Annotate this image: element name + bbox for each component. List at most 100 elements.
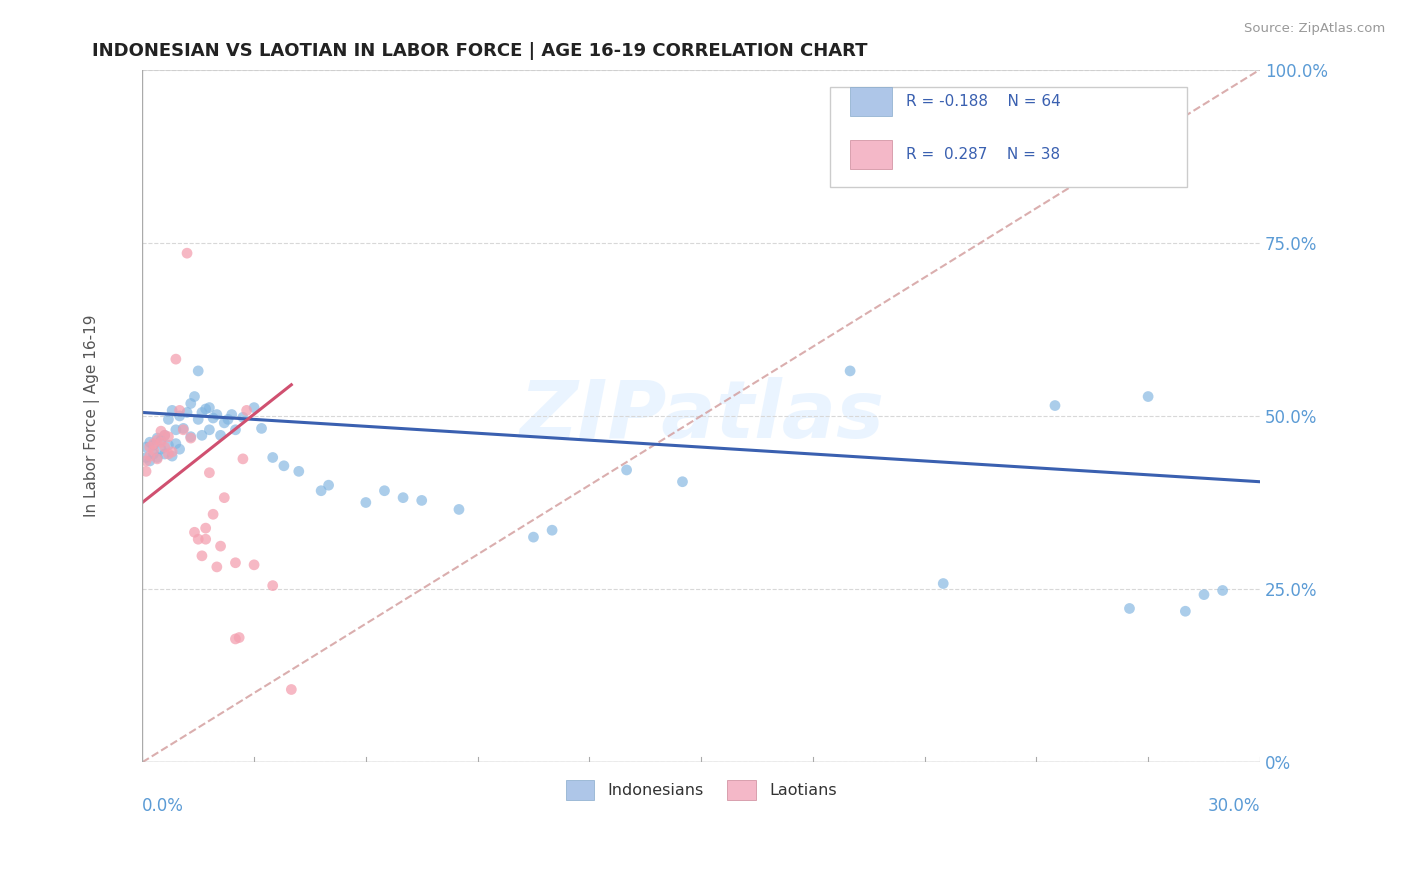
- Point: [172, 421, 194, 435]
- Point: [198, 423, 221, 437]
- Point: [187, 364, 209, 378]
- Text: INDONESIAN VS LAOTIAN IN LABOR FORCE | AGE 16-19 CORRELATION CHART: INDONESIAN VS LAOTIAN IN LABOR FORCE | A…: [91, 42, 868, 60]
- Bar: [849, 87, 893, 116]
- Point: [671, 475, 693, 489]
- Point: [232, 451, 254, 466]
- Point: [194, 521, 217, 535]
- Point: [232, 410, 254, 425]
- Point: [187, 532, 209, 546]
- Point: [616, 463, 638, 477]
- Point: [149, 424, 172, 438]
- Point: [209, 539, 232, 553]
- Point: [280, 682, 302, 697]
- Point: [183, 525, 205, 540]
- Point: [202, 508, 225, 522]
- Point: [183, 390, 205, 404]
- Point: [157, 412, 180, 426]
- Point: [153, 447, 176, 461]
- Point: [221, 408, 243, 422]
- Point: [309, 483, 332, 498]
- Point: [224, 556, 246, 570]
- Point: [522, 530, 544, 544]
- Point: [235, 403, 257, 417]
- Point: [176, 246, 198, 260]
- Point: [139, 440, 162, 454]
- FancyBboxPatch shape: [830, 87, 1187, 187]
- Point: [142, 443, 165, 458]
- Point: [169, 442, 191, 457]
- Point: [172, 423, 194, 437]
- Point: [411, 493, 433, 508]
- Point: [1212, 583, 1234, 598]
- Point: [1137, 390, 1160, 404]
- Text: R = -0.188    N = 64: R = -0.188 N = 64: [905, 94, 1060, 109]
- Point: [149, 435, 172, 450]
- Point: [354, 495, 377, 509]
- Point: [262, 450, 284, 465]
- Point: [194, 402, 217, 417]
- Point: [217, 412, 239, 426]
- Point: [157, 430, 180, 444]
- Legend: Indonesians, Laotians: Indonesians, Laotians: [560, 774, 844, 806]
- Point: [228, 631, 250, 645]
- Point: [160, 403, 183, 417]
- Point: [146, 451, 169, 466]
- Bar: [849, 140, 893, 169]
- Point: [318, 478, 340, 492]
- Point: [146, 433, 169, 447]
- Point: [165, 436, 187, 450]
- Point: [209, 428, 232, 442]
- Point: [153, 428, 176, 442]
- Point: [198, 401, 221, 415]
- Point: [202, 411, 225, 425]
- Point: [165, 352, 187, 367]
- Point: [447, 502, 470, 516]
- Point: [273, 458, 295, 473]
- Point: [160, 449, 183, 463]
- Point: [180, 396, 202, 410]
- Point: [142, 438, 165, 452]
- Point: [157, 447, 180, 461]
- Point: [205, 560, 228, 574]
- Point: [135, 454, 157, 468]
- Text: Source: ZipAtlas.com: Source: ZipAtlas.com: [1244, 22, 1385, 36]
- Point: [198, 466, 221, 480]
- Point: [139, 454, 162, 468]
- Point: [169, 403, 191, 417]
- Point: [180, 431, 202, 445]
- Text: 30.0%: 30.0%: [1208, 797, 1260, 815]
- Point: [214, 491, 236, 505]
- Point: [176, 405, 198, 419]
- Point: [135, 440, 157, 454]
- Point: [214, 416, 236, 430]
- Point: [250, 421, 273, 435]
- Point: [932, 576, 955, 591]
- Point: [187, 412, 209, 426]
- Point: [205, 408, 228, 422]
- Text: 0.0%: 0.0%: [142, 797, 184, 815]
- Point: [165, 423, 187, 437]
- Text: ZIPatlas: ZIPatlas: [519, 377, 883, 455]
- Point: [146, 431, 169, 445]
- Text: R =  0.287    N = 38: R = 0.287 N = 38: [905, 146, 1060, 161]
- Point: [149, 442, 172, 457]
- Point: [160, 445, 183, 459]
- Point: [243, 401, 266, 415]
- Point: [1118, 601, 1140, 615]
- Point: [194, 532, 217, 546]
- Point: [146, 450, 169, 465]
- Point: [1174, 604, 1197, 618]
- Point: [153, 428, 176, 442]
- Point: [191, 549, 214, 563]
- Point: [224, 423, 246, 437]
- Point: [142, 436, 165, 450]
- Point: [157, 438, 180, 452]
- Point: [139, 435, 162, 450]
- Point: [142, 447, 165, 461]
- Point: [243, 558, 266, 572]
- Point: [149, 433, 172, 447]
- Point: [392, 491, 415, 505]
- Point: [224, 632, 246, 646]
- Point: [1043, 399, 1066, 413]
- Point: [373, 483, 395, 498]
